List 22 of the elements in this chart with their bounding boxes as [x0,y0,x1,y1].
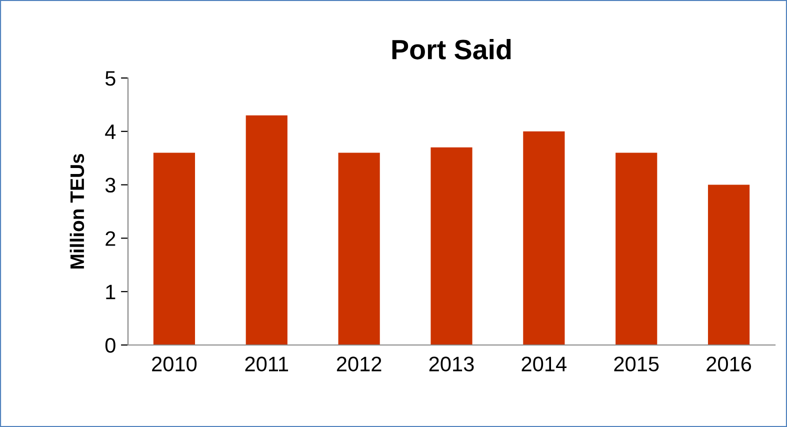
y-tick-label: 0 [105,338,116,353]
bar [708,184,750,345]
x-tick-label: 2010 [152,356,197,372]
bar [153,152,196,345]
bar [246,115,288,345]
bar [430,147,472,345]
y-tick-label: 4 [105,124,116,139]
x-tick-label: 2016 [706,356,752,372]
y-axis-title: Million TEUs [70,154,84,269]
y-tick-label: 5 [105,71,116,86]
bar [616,152,658,345]
x-tick-label: 2013 [429,356,474,372]
bar [523,131,565,345]
x-tick-label: 2014 [522,356,566,372]
y-tick-label: 2 [106,231,116,246]
chart-title: Port Said [392,39,511,60]
x-tick-label: 2015 [614,356,659,372]
x-tick-label: 2012 [336,356,382,372]
y-tick-label: 1 [106,284,116,300]
y-tick-label: 3 [105,178,116,193]
bar [338,152,380,345]
x-tick-label: 2011 [245,356,288,372]
